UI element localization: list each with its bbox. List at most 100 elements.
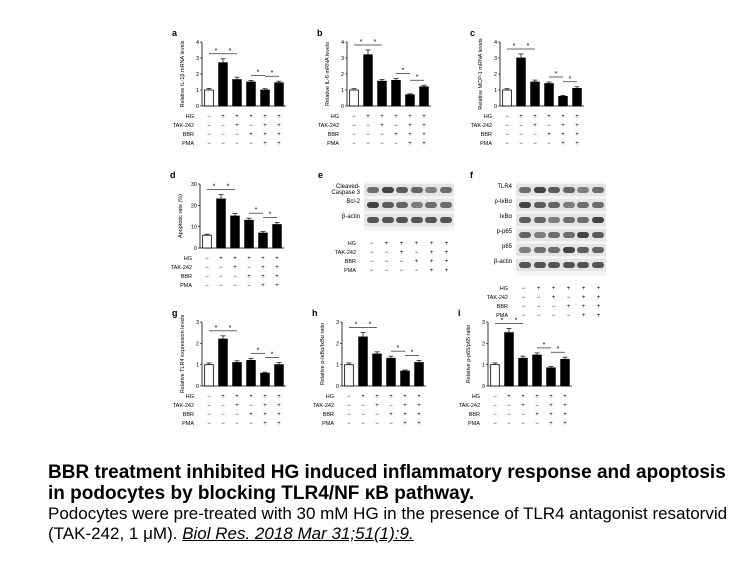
condition-sign: − — [547, 123, 551, 129]
y-axis-label: Relative IL-6 mRNA levels — [325, 42, 331, 106]
panel-letter: a — [172, 28, 178, 38]
condition-sign: + — [561, 123, 565, 129]
bar — [400, 370, 410, 387]
condition-sign: − — [207, 114, 211, 120]
blot-band — [548, 247, 560, 253]
significance-mark: * — [271, 352, 274, 359]
blot-band — [577, 247, 589, 253]
condition-sign: + — [567, 304, 571, 310]
condition-sign: + — [361, 394, 365, 400]
condition-sign: + — [597, 286, 601, 292]
condition-sign: + — [549, 394, 553, 400]
condition-sign: − — [522, 295, 526, 301]
condition-sign: + — [561, 114, 565, 120]
y-tick-label: 2 — [341, 72, 344, 78]
bar — [204, 364, 214, 387]
blot-band — [410, 187, 423, 193]
citation-link[interactable]: Biol Res. 2018 Mar 31;51(1):9. — [182, 524, 414, 543]
condition-label-pma: PMA — [496, 313, 508, 319]
condition-sign: − — [400, 268, 404, 274]
blot-band — [591, 202, 604, 208]
condition-sign: − — [519, 141, 523, 147]
condition-sign: + — [417, 412, 421, 418]
blot-band — [548, 202, 560, 208]
condition-sign: + — [394, 132, 398, 138]
condition-label-hg: HG — [326, 394, 334, 400]
blot-lane-row — [516, 184, 606, 196]
y-tick-label: 0 — [341, 104, 344, 110]
condition-label-pma: PMA — [182, 421, 194, 427]
condition-sign: + — [403, 403, 407, 409]
bar — [518, 357, 528, 387]
bar — [530, 81, 540, 107]
blot-row-label: p65 — [501, 244, 512, 250]
condition-label-tak-242: TAK-242 — [313, 403, 334, 409]
condition-sign: + — [597, 295, 601, 301]
condition-sign: − — [547, 141, 551, 147]
y-tick-label: 20 — [191, 203, 197, 209]
condition-sign: − — [370, 268, 374, 274]
condition-sign: + — [575, 114, 579, 120]
condition-sign: − — [221, 132, 225, 138]
condition-sign: − — [352, 123, 356, 129]
panel-letter: c — [470, 28, 475, 38]
blot-band — [367, 217, 379, 223]
condition-sign: + — [247, 274, 251, 280]
condition-label-bbr: BBR — [183, 132, 194, 138]
panel-letter: h — [312, 308, 318, 318]
bar — [232, 79, 242, 107]
condition-sign: + — [430, 268, 434, 274]
blot-row-label: p-p65 — [496, 229, 512, 235]
condition-sign: − — [249, 403, 253, 409]
condition-sign: − — [400, 259, 404, 265]
bar — [246, 81, 256, 107]
condition-sign: − — [394, 141, 398, 147]
condition-label-hg: HG — [186, 114, 194, 120]
condition-sign: + — [549, 412, 553, 418]
condition-sign: − — [522, 286, 526, 292]
bar — [558, 96, 568, 107]
blot-band — [577, 262, 589, 268]
y-tick-label: 2 — [196, 341, 199, 347]
condition-sign: − — [219, 265, 223, 271]
condition-label-pma: PMA — [322, 421, 334, 427]
y-tick-label: 3 — [494, 56, 497, 62]
significance-mark: * — [543, 342, 546, 349]
condition-sign: + — [277, 421, 281, 427]
panel-f-blot: f TLR4 p-IκBα IκBα p-p65 p65 β-actin HG − + + + + + TA… — [470, 170, 610, 319]
condition-sign: − — [567, 313, 571, 319]
bar — [546, 367, 556, 387]
blot-lane-row — [364, 214, 454, 226]
condition-sign: + — [263, 123, 267, 129]
blot-band — [562, 202, 575, 208]
bar — [258, 232, 268, 249]
panel-letter: e — [318, 170, 324, 180]
condition-label-hg: HG — [484, 114, 492, 120]
condition-sign: + — [277, 123, 281, 129]
condition-sign: + — [582, 304, 586, 310]
bar — [544, 83, 554, 107]
condition-sign: − — [389, 403, 393, 409]
condition-label-tak-242: TAK-242 — [318, 123, 339, 129]
condition-sign: + — [261, 283, 265, 289]
blot-row-label: p-IκBα — [494, 199, 512, 205]
condition-sign: − — [207, 123, 211, 129]
condition-sign: − — [205, 256, 209, 262]
condition-sign: − — [347, 412, 351, 418]
condition-sign: − — [567, 295, 571, 301]
blot-lane-row — [516, 259, 606, 271]
blot-band — [548, 217, 560, 223]
condition-sign: + — [563, 403, 567, 409]
condition-sign: + — [263, 394, 267, 400]
condition-sign: − — [205, 274, 209, 280]
condition-label-hg: HG — [472, 394, 480, 400]
bar — [232, 362, 242, 387]
caption-title: BBR treatment inhibited HG induced infla… — [48, 462, 726, 504]
condition-label-tak-242: TAK-242 — [173, 123, 194, 129]
significance-mark: * — [213, 184, 216, 191]
condition-sign: + — [537, 286, 541, 292]
y-tick-label: 1 — [341, 88, 344, 94]
